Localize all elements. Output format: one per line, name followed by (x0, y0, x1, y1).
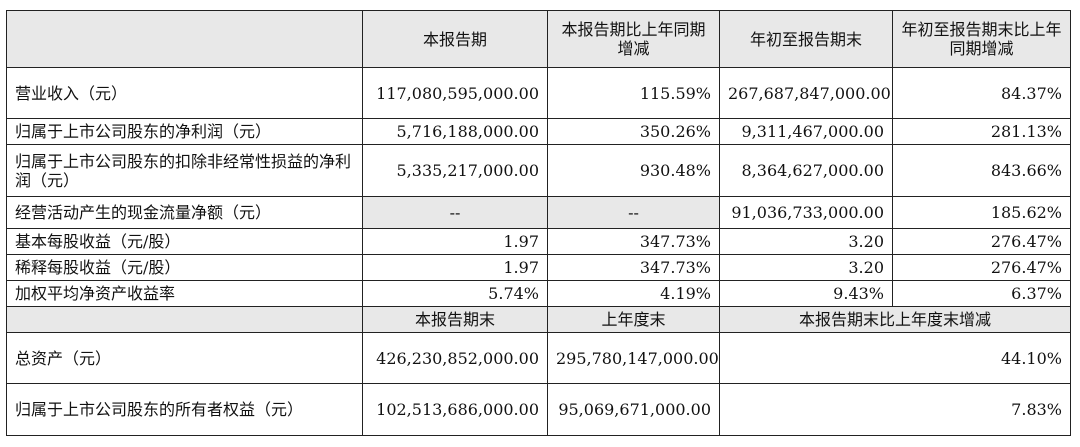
cell-current-period-change: 350.26% (547, 118, 720, 145)
cell-current-period-change: 4.19% (547, 280, 720, 307)
header-blank-cell (6, 306, 363, 333)
cell-ytd-change: 84.37% (892, 67, 1071, 119)
cell-ytd-change: 276.47% (892, 254, 1071, 281)
row-label: 归属于上市公司股东的净利润（元） (6, 118, 363, 145)
header-prior-year-end: 上年度末 (547, 306, 720, 333)
cell-current-period-change: 347.73% (547, 254, 720, 281)
cell-current-period: 1.97 (362, 228, 548, 255)
row-label: 加权平均净资产收益率 (6, 280, 363, 307)
table-row: 加权平均净资产收益率 5.74% 4.19% 9.43% 6.37% (6, 280, 1071, 307)
cell-ytd: 91,036,733,000.00 (719, 196, 893, 229)
cell-ytd: 9,311,467,000.00 (719, 118, 893, 145)
cell-current-period: 5,716,188,000.00 (362, 118, 548, 145)
cell-ytd: 267,687,847,000.00 (719, 67, 893, 119)
row-label: 归属于上市公司股东的扣除非经常性损益的净利润（元） (6, 144, 363, 197)
cell-period-end-change: 7.83% (719, 383, 1071, 436)
cell-ytd-change: 276.47% (892, 228, 1071, 255)
cell-ytd-change: 281.13% (892, 118, 1071, 145)
row-label: 经营活动产生的现金流量净额（元） (6, 196, 363, 229)
cell-ytd-change: 843.66% (892, 144, 1071, 197)
balance-header-row: 本报告期末 上年度末 本报告期末比上年度末增减 (6, 306, 1071, 333)
header-period-end: 本报告期末 (362, 306, 548, 333)
cell-current-period: 5.74% (362, 280, 548, 307)
cell-current-period: -- (362, 196, 548, 229)
cell-current-period-change: 930.48% (547, 144, 720, 197)
cell-current-period: 117,080,595,000.00 (362, 67, 548, 119)
cell-period-end-change: 44.10% (719, 332, 1071, 384)
cell-ytd: 3.20 (719, 228, 893, 255)
table-row: 归属于上市公司股东的所有者权益（元） 102,513,686,000.00 95… (6, 383, 1071, 436)
header-current-period-change: 本报告期比上年同期增减 (547, 10, 720, 68)
cell-ytd: 8,364,627,000.00 (719, 144, 893, 197)
cell-current-period: 5,335,217,000.00 (362, 144, 548, 197)
table-row: 基本每股收益（元/股） 1.97 347.73% 3.20 276.47% (6, 228, 1071, 255)
cell-ytd: 9.43% (719, 280, 893, 307)
header-blank-cell (6, 10, 363, 68)
row-label: 营业收入（元） (6, 67, 363, 119)
cell-ytd-change: 6.37% (892, 280, 1071, 307)
cell-current-period: 1.97 (362, 254, 548, 281)
financial-summary-table: 本报告期 本报告期比上年同期增减 年初至报告期末 年初至报告期末比上年同期增减 … (6, 10, 1071, 436)
cell-ytd: 3.20 (719, 254, 893, 281)
row-label: 稀释每股收益（元/股） (6, 254, 363, 281)
row-label: 归属于上市公司股东的所有者权益（元） (6, 383, 363, 436)
table-row: 总资产（元） 426,230,852,000.00 295,780,147,00… (6, 332, 1071, 384)
cell-prior-year-end: 295,780,147,000.00 (547, 332, 720, 384)
header-period-end-change: 本报告期末比上年度末增减 (719, 306, 1071, 333)
table-row: 营业收入（元） 117,080,595,000.00 115.59% 267,6… (6, 67, 1071, 119)
cell-period-end: 102,513,686,000.00 (362, 383, 548, 436)
cell-period-end: 426,230,852,000.00 (362, 332, 548, 384)
table-row: 经营活动产生的现金流量净额（元） -- -- 91,036,733,000.00… (6, 196, 1071, 229)
table-header-row: 本报告期 本报告期比上年同期增减 年初至报告期末 年初至报告期末比上年同期增减 (6, 10, 1071, 68)
header-current-period: 本报告期 (362, 10, 548, 68)
cell-current-period-change: -- (547, 196, 720, 229)
cell-current-period-change: 347.73% (547, 228, 720, 255)
table-row: 稀释每股收益（元/股） 1.97 347.73% 3.20 276.47% (6, 254, 1071, 281)
row-label: 基本每股收益（元/股） (6, 228, 363, 255)
cell-prior-year-end: 95,069,671,000.00 (547, 383, 720, 436)
cell-ytd-change: 185.62% (892, 196, 1071, 229)
table-row: 归属于上市公司股东的净利润（元） 5,716,188,000.00 350.26… (6, 118, 1071, 145)
row-label: 总资产（元） (6, 332, 363, 384)
header-ytd-change: 年初至报告期末比上年同期增减 (892, 10, 1071, 68)
cell-current-period-change: 115.59% (547, 67, 720, 119)
table-row: 归属于上市公司股东的扣除非经常性损益的净利润（元） 5,335,217,000.… (6, 144, 1071, 197)
header-ytd: 年初至报告期末 (719, 10, 893, 68)
